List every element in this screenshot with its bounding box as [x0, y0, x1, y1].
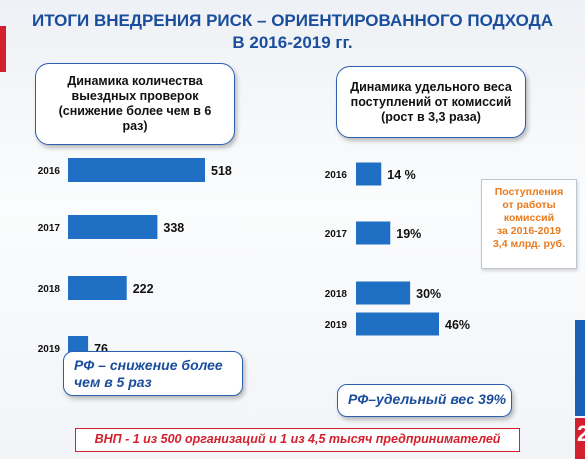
- commission-share-year-label: 2017: [325, 229, 348, 240]
- commission-share-bar-2017: [356, 221, 391, 245]
- inspections-year-label: 2016: [38, 166, 61, 177]
- vnp-note: ВНП - 1 из 500 организаций и 1 из 4,5 ты…: [75, 428, 520, 452]
- slide-number: 2: [577, 421, 585, 446]
- commission-share-year-label: 2019: [325, 320, 348, 331]
- rf-share-note: РФ–удельный вес 39%: [337, 384, 512, 417]
- inspections-bar-2018: [68, 276, 127, 300]
- inspections-value-label: 338: [163, 221, 184, 235]
- note-line: за 2016-2019: [496, 225, 562, 237]
- right-blue-accent: [575, 320, 585, 416]
- note-line: от работы: [502, 199, 556, 211]
- commission-share-value-label: 14 %: [387, 168, 416, 182]
- right-chart-caption-text: Динамика удельного веса поступлений от к…: [350, 79, 512, 124]
- commission-share-value-label: 19%: [396, 227, 421, 241]
- title-line-2: В 2016-2019 гг.: [232, 33, 353, 52]
- commission-share-value-label: 30%: [416, 287, 441, 301]
- inspections-year-label: 2019: [38, 344, 61, 355]
- note-line: 3,4 млрд. руб.: [492, 238, 566, 250]
- inspections-value-label: 518: [211, 164, 232, 178]
- rf-reduction-note: РФ – снижение более чем в 5 раз: [63, 351, 243, 396]
- commission-share-bar-2019: [356, 312, 439, 336]
- slide-title: ИТОГИ ВНЕДРЕНИЯ РИСК – ОРИЕНТИРОВАННОГО …: [30, 10, 555, 54]
- left-chart-caption: Динамика количества выездных проверок (с…: [35, 63, 235, 145]
- commission-share-bar-chart: 2016 14 % 2017 19% 2018 30% 2019 46%: [325, 162, 470, 336]
- commission-revenue-note: Поступления от работы комиссий за 2016-2…: [481, 179, 577, 269]
- inspections-value-label: 222: [133, 282, 154, 296]
- commission-share-year-label: 2016: [325, 170, 348, 181]
- commission-share-bar-2018: [356, 281, 411, 305]
- commission-share-year-label: 2018: [325, 289, 348, 300]
- inspections-year-label: 2018: [38, 284, 61, 295]
- inspections-bar-2016: [68, 158, 205, 182]
- inspections-year-label: 2017: [38, 223, 61, 234]
- note-line: Поступления: [494, 186, 564, 198]
- left-red-accent: [0, 26, 6, 72]
- inspections-bar-2017: [68, 215, 158, 239]
- title-line-1: ИТОГИ ВНЕДРЕНИЯ РИСК – ОРИЕНТИРОВАННОГО …: [31, 11, 553, 30]
- right-chart-caption: Динамика удельного веса поступлений от к…: [336, 66, 526, 138]
- commission-share-bar-2016: [356, 162, 382, 186]
- note-line: комиссий: [503, 212, 555, 224]
- left-chart-caption-text: Динамика количества выездных проверок (с…: [58, 74, 212, 133]
- commission-share-value-label: 46%: [445, 318, 470, 332]
- right-red-accent: [575, 418, 585, 459]
